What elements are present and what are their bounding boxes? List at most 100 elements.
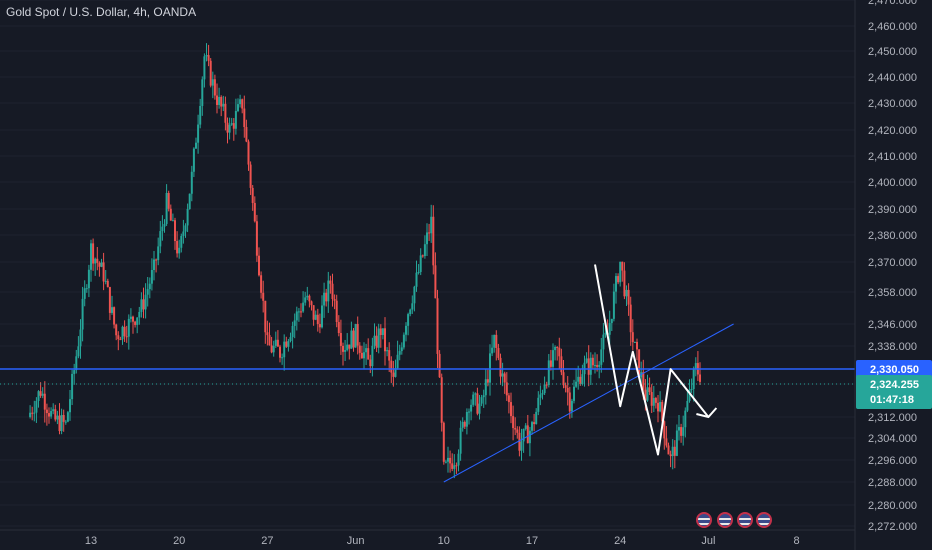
candle-body: [150, 270, 153, 284]
candle-body: [171, 220, 174, 222]
candle-body: [295, 311, 298, 321]
candle-body: [165, 193, 168, 224]
price-tick-label: 2,440.000: [868, 72, 917, 84]
candle-body: [35, 400, 38, 413]
last-price-tag: [856, 375, 932, 409]
candle-body: [600, 349, 603, 365]
candle-body: [667, 445, 670, 455]
candle-body: [621, 261, 624, 271]
candle-body: [327, 280, 330, 302]
candle-body: [77, 346, 80, 357]
candle-body: [350, 330, 353, 349]
candle-body: [453, 465, 456, 469]
price-tick-label: 2,410.000: [868, 151, 917, 163]
candle-body: [209, 60, 212, 86]
candle-body: [45, 409, 48, 414]
candle-body: [394, 368, 397, 377]
candle-body: [587, 358, 590, 375]
candle-body: [440, 377, 443, 423]
candle-body: [430, 216, 433, 234]
candle-body: [81, 298, 84, 330]
candle-body: [409, 309, 412, 315]
candle-body: [161, 226, 164, 232]
us-flag-icon[interactable]: [696, 512, 712, 528]
candle-body: [96, 258, 99, 263]
candle-body: [174, 220, 176, 241]
candle-body: [493, 334, 496, 348]
candle-body: [136, 317, 139, 325]
candle-body: [148, 283, 151, 290]
candle-body: [478, 403, 481, 414]
us-flag-icon[interactable]: [737, 512, 753, 528]
candle-body: [405, 325, 407, 335]
candle-body: [43, 393, 46, 410]
candle-body: [276, 339, 279, 347]
candle-body: [535, 411, 538, 425]
candle-body: [274, 339, 277, 346]
us-flag-icon[interactable]: [717, 512, 733, 528]
candle-body: [123, 326, 126, 337]
us-flag-icon[interactable]: [756, 512, 772, 528]
candle-body: [155, 259, 158, 261]
price-tick-label: 2,430.000: [868, 98, 917, 110]
candle-body: [505, 382, 508, 396]
candle-body: [117, 335, 120, 340]
candle-body: [339, 333, 342, 346]
candle-body: [669, 454, 672, 457]
candle-body: [64, 421, 67, 423]
price-tick-label: 2,380.000: [868, 230, 917, 242]
candle-body: [573, 386, 575, 401]
candle-body: [526, 425, 529, 444]
candle-body: [216, 95, 218, 105]
candle-body: [497, 348, 500, 358]
candle-body: [335, 300, 338, 323]
candle-body: [396, 354, 399, 369]
candle-body: [371, 345, 374, 367]
candle-body: [411, 303, 414, 310]
candle-body: [255, 221, 258, 256]
candle-body: [482, 395, 485, 398]
candle-body: [491, 347, 494, 354]
candle-body: [514, 428, 517, 430]
candle-body: [486, 379, 489, 383]
candle-body: [468, 411, 470, 413]
candle-body: [543, 384, 546, 394]
candle-body: [631, 332, 634, 343]
candle-body: [125, 336, 128, 338]
candle-body: [388, 350, 391, 361]
candle-body: [510, 402, 512, 417]
candle-body: [52, 409, 55, 412]
candle-body: [627, 289, 630, 305]
candle-body: [213, 79, 216, 96]
candle-body: [402, 334, 405, 348]
projection-arrow-icon: [696, 407, 718, 419]
candle-body: [211, 79, 214, 86]
candle-body: [465, 412, 468, 427]
candle-body: [113, 307, 116, 325]
candle-body: [438, 353, 441, 378]
candle-body: [153, 259, 155, 271]
candle-body: [289, 337, 292, 342]
candle-body: [369, 359, 372, 367]
candle-body: [197, 124, 200, 143]
candle-body: [220, 96, 223, 107]
candle-body: [581, 374, 584, 385]
candle-body: [610, 318, 613, 324]
candle-body: [537, 397, 540, 412]
price-tick-label: 2,460.000: [868, 21, 917, 33]
price-tick-label: 2,346.000: [868, 319, 917, 331]
candle-body: [392, 372, 395, 377]
candle-body: [625, 289, 628, 297]
candle-body: [127, 318, 130, 337]
candle-body: [570, 400, 573, 412]
candle-body: [253, 203, 256, 222]
candle-body: [356, 324, 359, 346]
candle-body: [321, 305, 323, 328]
candle-body: [33, 412, 36, 414]
candle-body: [169, 208, 172, 221]
time-tick-label: 17: [526, 535, 538, 547]
candle-body: [310, 301, 313, 306]
candle-body: [119, 339, 122, 341]
